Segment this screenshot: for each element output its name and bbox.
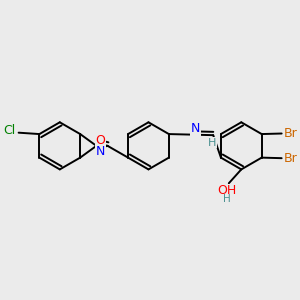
Text: Br: Br bbox=[284, 152, 297, 165]
Text: N: N bbox=[191, 122, 200, 135]
Text: H: H bbox=[208, 138, 216, 148]
Text: Cl: Cl bbox=[4, 124, 16, 137]
Text: Br: Br bbox=[284, 127, 297, 140]
Text: H: H bbox=[223, 194, 231, 204]
Text: O: O bbox=[96, 134, 106, 147]
Text: N: N bbox=[96, 145, 105, 158]
Text: OH: OH bbox=[218, 184, 237, 197]
